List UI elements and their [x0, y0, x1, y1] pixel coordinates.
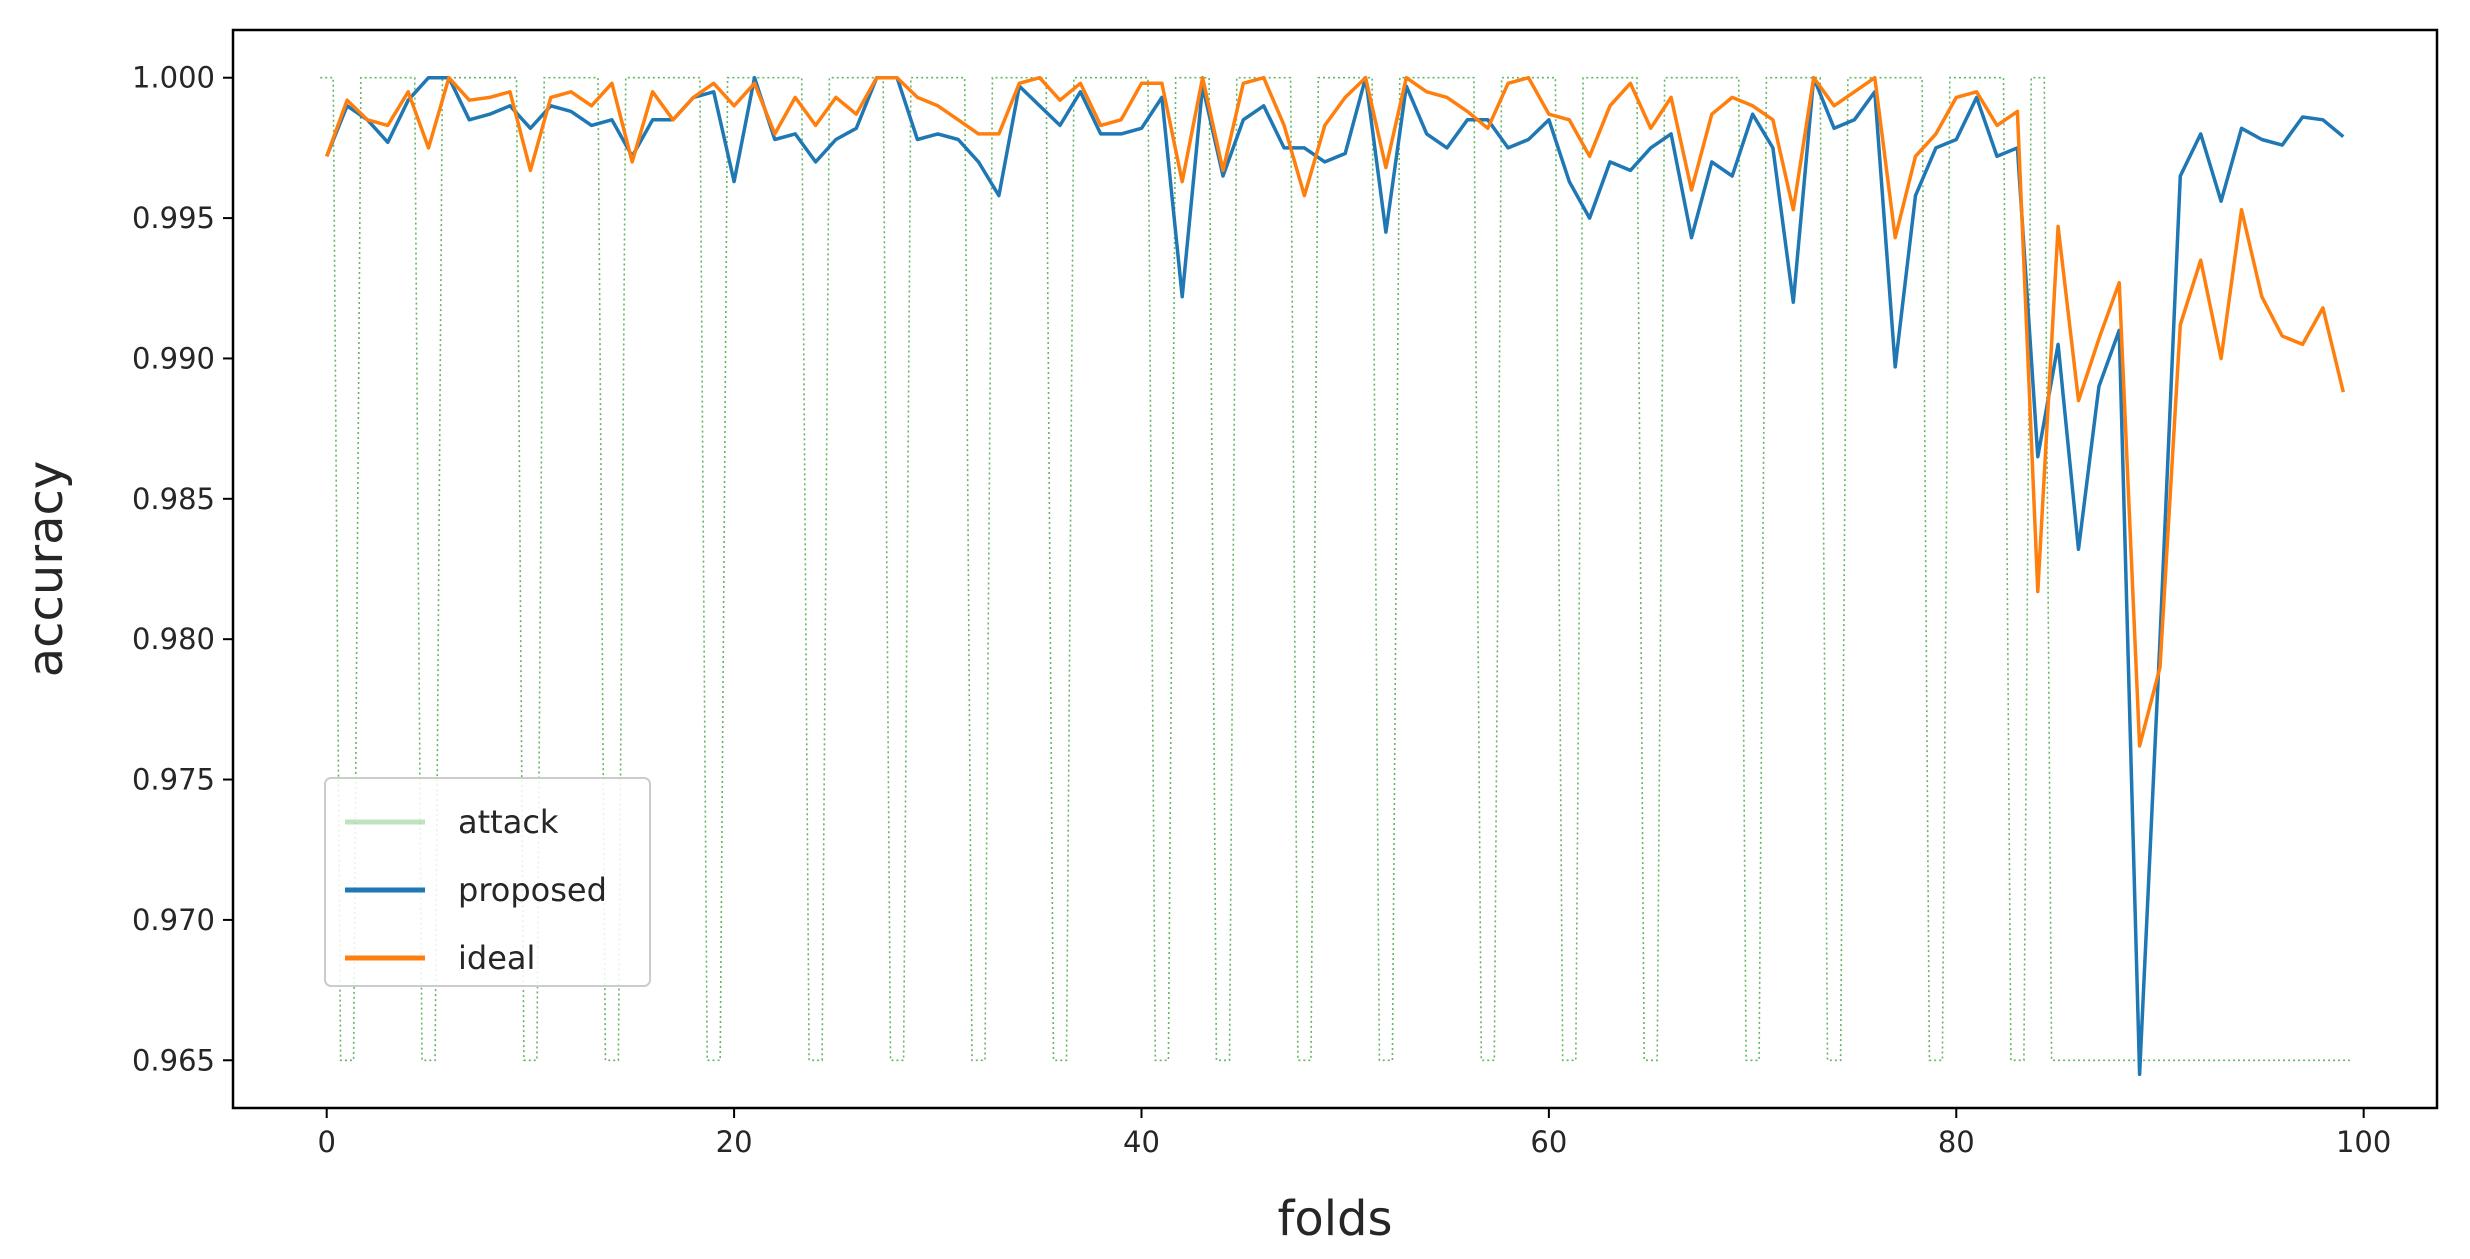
ideal-line	[325, 75, 2346, 748]
series-attack	[320, 76, 2350, 1062]
y-tick-label: 0.980	[132, 622, 215, 656]
y-tick-label: 0.970	[132, 903, 215, 937]
proposed-line	[325, 75, 2345, 1077]
x-tick-label: 0	[317, 1125, 335, 1159]
series-ideal	[325, 75, 2346, 748]
legend-label: attack	[458, 803, 559, 841]
legend-item-proposed: proposed	[345, 871, 607, 909]
x-tick-label: 80	[1938, 1125, 1975, 1159]
x-tick-label: 20	[716, 1125, 753, 1159]
y-tick-label: 0.995	[132, 201, 215, 235]
x-axis-label: folds	[1277, 1191, 1392, 1247]
y-tick-label: 1.000	[132, 61, 215, 95]
y-tick-label: 0.965	[132, 1043, 215, 1077]
legend-label: proposed	[458, 871, 607, 909]
y-axis: 0.965 0.970 0.975 0.980 0.985 0.990 0.995 1.000	[132, 61, 233, 1077]
plot-area	[320, 75, 2350, 1077]
y-tick-label: 0.985	[132, 482, 215, 516]
attack-line	[320, 76, 2350, 1062]
x-tick-label: 60	[1530, 1125, 1567, 1159]
plot-frame	[231, 28, 2439, 1110]
legend-item-ideal: ideal	[345, 939, 535, 977]
legend-item-attack: attack	[345, 803, 559, 841]
y-axis-label: accuracy	[18, 461, 74, 678]
x-tick-label: 40	[1123, 1125, 1160, 1159]
legend-label: ideal	[458, 939, 535, 977]
x-tick-label: 100	[2336, 1125, 2391, 1159]
y-tick-label: 0.975	[132, 763, 215, 797]
legend: attack proposed ideal	[324, 777, 651, 987]
x-axis: 0 20 40 60 80 100	[317, 1108, 2391, 1159]
y-tick-label: 0.990	[132, 341, 215, 375]
legend-box	[324, 777, 651, 987]
